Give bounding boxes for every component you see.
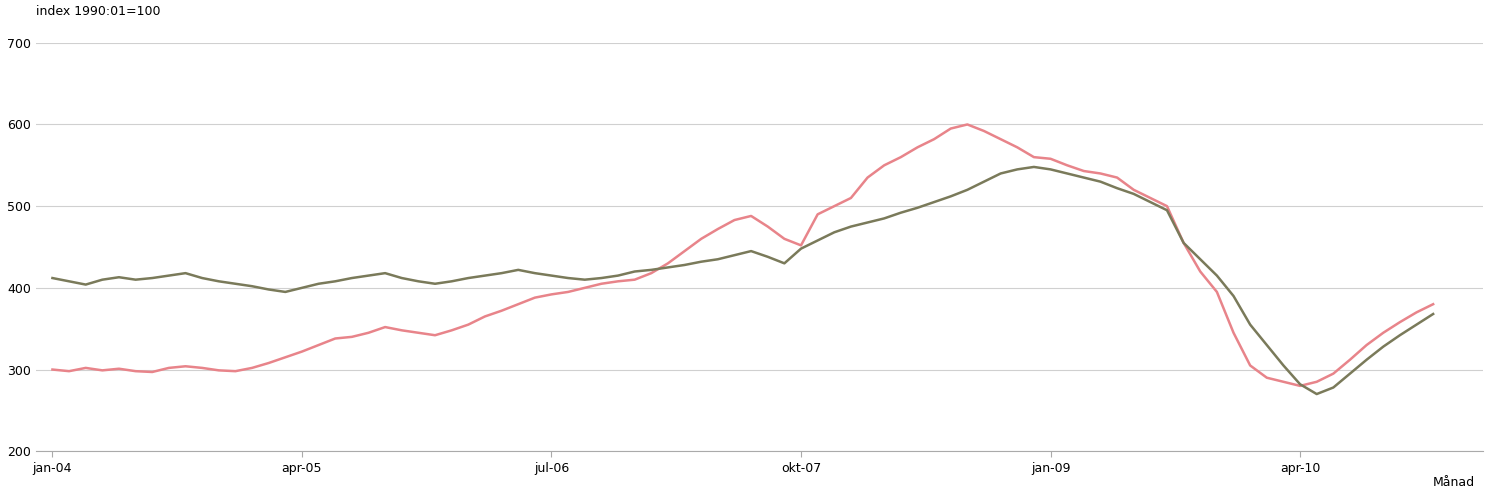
Text: index 1990:01=100: index 1990:01=100: [36, 5, 161, 18]
Text: Månad: Månad: [1432, 476, 1475, 489]
